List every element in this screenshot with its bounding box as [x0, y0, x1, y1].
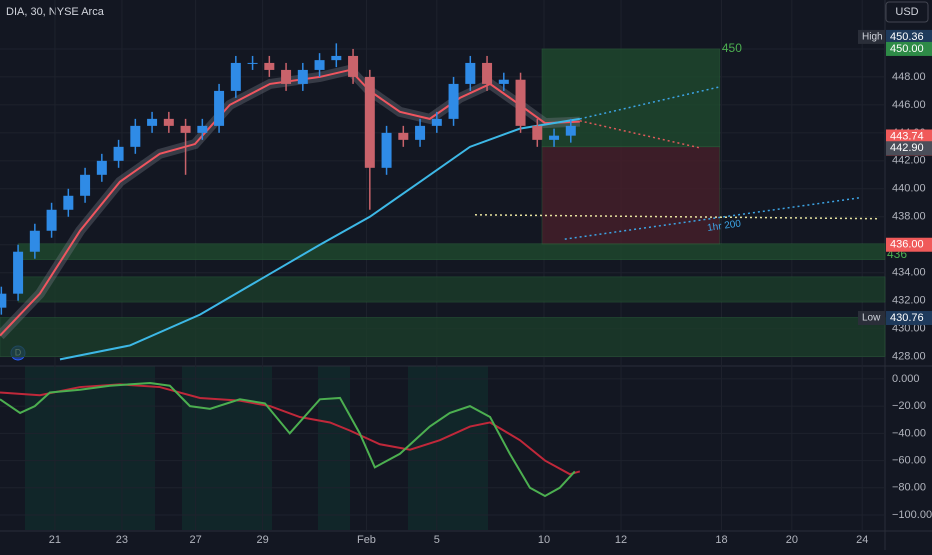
candle-body — [515, 79, 526, 126]
y-tick-label: 438.00 — [892, 211, 926, 223]
x-tick-label: 18 — [715, 534, 727, 546]
candle-body — [331, 55, 342, 61]
price-badge — [886, 141, 932, 156]
price-badge — [886, 311, 932, 326]
y-tick-label: 446.00 — [892, 99, 926, 111]
candle-body — [498, 79, 509, 84]
x-tick-label: 23 — [116, 534, 128, 546]
zone — [17, 243, 886, 260]
price-badge-label: 442.90 — [890, 142, 924, 154]
osc-tick-label: 0.000 — [892, 373, 920, 385]
zone — [0, 317, 886, 357]
y-tick-label: 432.00 — [892, 295, 926, 307]
y-tick-label: 442.00 — [892, 155, 926, 167]
candle-body — [549, 135, 560, 140]
candle-body — [180, 125, 191, 133]
price-badge-label: 436.00 — [890, 239, 924, 251]
osc-tick-label: −60.00 — [892, 454, 926, 466]
session-bands — [25, 366, 488, 530]
x-tick-label: 12 — [615, 534, 627, 546]
zone — [541, 146, 721, 245]
price-badge — [886, 29, 932, 44]
candle-body — [465, 62, 476, 84]
candle-body — [348, 55, 359, 77]
y-tick-label: 428.00 — [892, 351, 926, 363]
moving-average — [0, 68, 580, 337]
candle-body — [0, 293, 7, 308]
price-badge-label: 450.36 — [890, 31, 924, 43]
x-tick-label: 24 — [856, 534, 868, 546]
candle-body — [63, 195, 74, 210]
trendline — [579, 86, 721, 120]
zone — [17, 276, 886, 303]
price-badge — [886, 237, 932, 252]
price-tag-box — [858, 311, 885, 326]
price-badge-label: 443.74 — [890, 130, 924, 142]
session-band — [182, 366, 272, 530]
candle-body — [29, 230, 40, 252]
currency-button[interactable] — [885, 1, 929, 23]
x-tick-label: Feb — [357, 534, 376, 546]
session-band — [318, 366, 350, 530]
candle-body — [130, 125, 141, 147]
moving-average — [59, 117, 581, 361]
candle-body — [482, 62, 493, 84]
candle-body — [398, 132, 409, 140]
osc-tick-label: −80.00 — [892, 482, 926, 494]
price-tag-box — [858, 29, 885, 44]
candle-body — [431, 118, 442, 126]
y-tick-label: 434.00 — [892, 267, 926, 279]
x-tick-label: 29 — [256, 534, 268, 546]
candle-body — [230, 62, 241, 91]
candle-body — [96, 160, 107, 175]
price-badge — [886, 41, 932, 56]
session-band — [408, 366, 488, 530]
y-tick-label: 440.00 — [892, 183, 926, 195]
candle-body — [381, 132, 392, 168]
session-band — [25, 366, 155, 530]
x-tick-label: 10 — [538, 534, 550, 546]
osc-tick-label: −100.00 — [892, 509, 932, 521]
candle-body — [415, 125, 426, 140]
y-tick-label: 448.00 — [892, 71, 926, 83]
trendline — [579, 120, 700, 149]
x-tick-label: 5 — [434, 534, 440, 546]
candle-body — [46, 209, 57, 231]
candle-body — [364, 76, 375, 168]
candle-body — [80, 174, 91, 196]
price-badge-label: 450.00 — [890, 43, 924, 55]
x-tick-label: 21 — [49, 534, 61, 546]
candle-body — [281, 69, 292, 84]
x-tick-label: 27 — [189, 534, 201, 546]
candle-body — [448, 83, 459, 119]
candle-body — [247, 62, 258, 64]
candle-body — [314, 60, 325, 70]
trendline-label: 1hr 200 — [707, 218, 743, 234]
candle-body — [163, 118, 174, 126]
x-tick-label: 20 — [786, 534, 798, 546]
price-tag: High — [862, 32, 883, 43]
candle-body — [214, 90, 225, 126]
candle-body — [147, 118, 158, 126]
osc-tick-label: −20.00 — [892, 400, 926, 412]
candle-body — [297, 69, 308, 84]
oscillator-line — [0, 381, 576, 498]
candle-body — [532, 125, 543, 140]
candle-body — [13, 251, 24, 294]
candle-body — [565, 125, 576, 136]
price-tag: Low — [862, 313, 881, 324]
price-badge-label: 430.76 — [890, 312, 924, 324]
y-tick-label: 430.00 — [892, 323, 926, 335]
currency[interactable]: USD — [895, 6, 918, 18]
zone-label: 450 — [722, 41, 742, 55]
candle-body — [113, 146, 124, 161]
osc-tick-label: −40.00 — [892, 427, 926, 439]
candle-body — [197, 125, 208, 133]
candle-body — [264, 62, 275, 70]
